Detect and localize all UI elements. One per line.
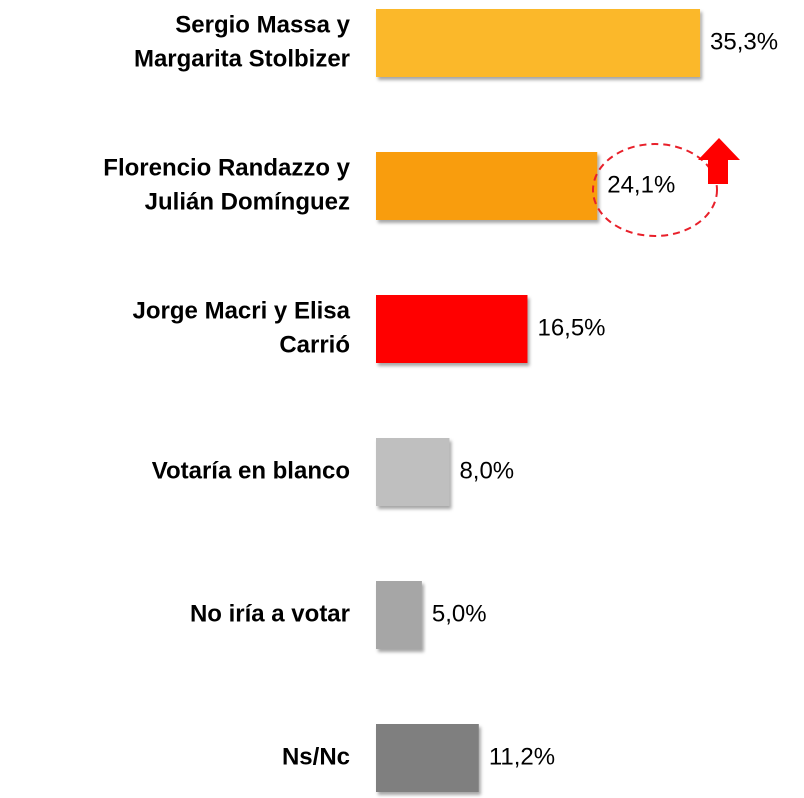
bar [376,438,450,506]
value-label: 5,0% [432,600,487,627]
bar [376,9,701,77]
up-arrow [698,138,740,184]
category-label: Margarita Stolbizer [134,45,350,72]
bar [376,724,479,792]
value-label: 35,3% [710,28,778,55]
category-label: Julián Domínguez [145,188,350,215]
category-label: Carrió [279,331,350,358]
category-label: Ns/Nc [282,743,350,770]
bar [376,295,528,363]
category-label: Sergio Massa y [175,11,350,38]
value-label: 24,1% [607,171,675,198]
bar [376,152,598,220]
value-label: 8,0% [459,457,514,484]
category-label: No iría a votar [190,600,350,627]
highlight-circle [592,143,718,237]
category-label: Jorge Macri y Elisa [133,297,351,324]
value-label: 11,2% [489,743,555,770]
bars: Sergio Massa y Margarita Stolbizer 35,3% Fl… [103,9,778,792]
category-label: Votaría en blanco [152,457,350,484]
bar [376,581,422,649]
category-label: Florencio Randazzo y [103,154,350,181]
value-label: 16,5% [537,314,605,341]
